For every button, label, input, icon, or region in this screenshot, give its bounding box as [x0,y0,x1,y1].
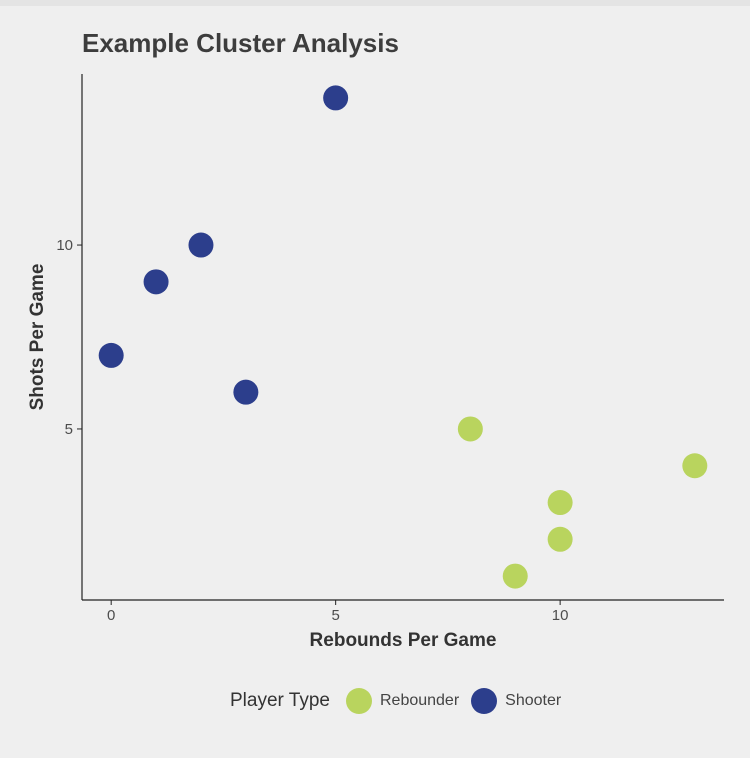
scatter-plot: 0 5 10 5 10 Rebounds Per Game Shots Per Gam… [27,74,724,651]
data-point-shooter [233,379,259,405]
data-point-rebounder [682,453,708,479]
y-axis-title: Shots Per Game [27,264,48,411]
y-tick-label: 5 [65,421,73,438]
y-axis-ticks: 5 10 [56,237,82,438]
legend: Player Type Rebounder Shooter [230,686,573,716]
top-strip [0,0,750,6]
data-point-shooter [143,269,169,295]
x-tick-label: 0 [107,607,115,624]
legend-key-shooter [471,688,498,714]
data-point-shooter [188,232,214,258]
legend-label-rebounder: Rebounder [379,692,460,709]
data-point-rebounder [502,563,528,589]
legend-key-rebounder [345,688,372,714]
data-point-rebounder [547,526,573,552]
legend-label-shooter: Shooter [505,692,562,709]
data-point-shooter [98,342,124,368]
data-point-rebounder [457,416,483,442]
x-axis-title: Rebounds Per Game [310,630,497,651]
chart-title: Example Cluster Analysis [82,28,399,58]
x-tick-label: 5 [331,607,339,624]
legend-title: Player Type [230,690,330,711]
x-tick-label: 10 [552,607,569,624]
x-axis-ticks: 0 5 10 [107,600,568,624]
data-points [98,85,708,589]
data-point-rebounder [547,490,573,516]
y-tick-label: 10 [56,237,73,254]
data-point-shooter [323,85,349,111]
